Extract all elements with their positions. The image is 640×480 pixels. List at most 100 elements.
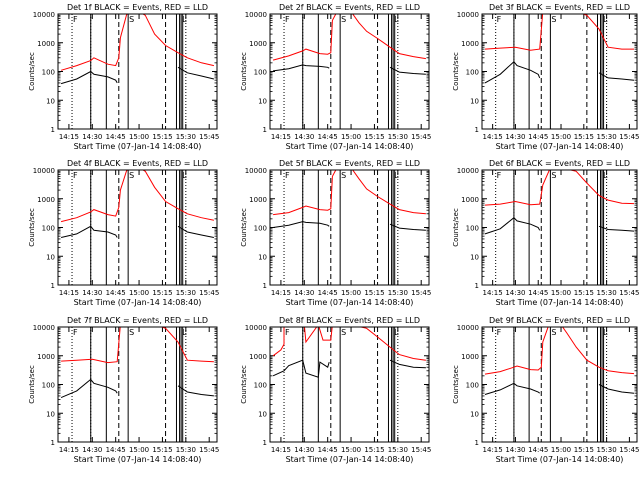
y-tick-label: 1 — [51, 126, 55, 134]
marker-label: S — [551, 15, 556, 24]
y-tick-label: 1000 — [37, 40, 55, 48]
y-tick-label: 1000 — [37, 196, 55, 204]
detector-panel: Det 5f BLACK = Events, RED = LLD Counts/s… — [240, 159, 431, 307]
x-tick-label: 14:30 — [294, 133, 314, 141]
y-tick-label: 1000 — [249, 40, 267, 48]
y-tick-label: 10 — [470, 97, 479, 105]
marker-label: L — [603, 171, 608, 180]
marker-label: F — [73, 15, 78, 24]
lld-series-line — [272, 327, 426, 361]
events-series-line — [484, 382, 635, 395]
x-tick-label: 14:30 — [82, 289, 102, 297]
y-axis-label: Counts/sec — [452, 365, 460, 404]
y-axis-label: Counts/sec — [452, 208, 460, 247]
lld-series-line — [484, 14, 634, 51]
marker-label: L — [182, 328, 187, 337]
x-tick-label: 15:45 — [199, 289, 219, 297]
x-tick-label: 15:15 — [364, 446, 384, 454]
y-tick-label: 10000 — [33, 167, 55, 175]
x-axis-label: Start Time (07-Jan-14 14:08:40) — [496, 298, 624, 307]
x-tick-label: 14:45 — [106, 446, 126, 454]
x-tick-label: 15:15 — [364, 289, 384, 297]
x-tick-label: 14:45 — [528, 289, 548, 297]
y-tick-label: 100 — [254, 225, 267, 233]
x-tick-label: 15:45 — [199, 133, 219, 141]
x-tick-label: 14:30 — [505, 133, 525, 141]
y-axis-label: Counts/sec — [240, 365, 248, 404]
marker-label: S — [551, 171, 556, 180]
x-tick-label: 15:00 — [341, 446, 361, 454]
x-tick-label: 15:30 — [597, 446, 617, 454]
x-tick-label: 15:30 — [388, 133, 408, 141]
marker-label: F — [73, 328, 78, 337]
x-axis-label: Start Time (07-Jan-14 14:08:40) — [286, 298, 414, 307]
x-tick-label: 14:45 — [528, 133, 548, 141]
y-tick-label: 10 — [46, 253, 55, 261]
marker-label: S — [129, 15, 134, 24]
plot-frame — [57, 326, 218, 443]
x-tick-label: 15:15 — [152, 133, 172, 141]
detector-panel: Det 1f BLACK = Events, RED = LLD Counts/s… — [28, 3, 219, 151]
detector-panel: Det 4f BLACK = Events, RED = LLD Counts/s… — [28, 159, 219, 307]
detector-panel: Det 2f BLACK = Events, RED = LLD Counts/s… — [240, 3, 431, 151]
x-tick-label: 15:00 — [551, 289, 571, 297]
x-tick-label: 15:15 — [152, 446, 172, 454]
y-tick-label: 10000 — [245, 167, 267, 175]
y-tick-label: 10000 — [33, 11, 55, 19]
x-tick-label: 14:30 — [82, 133, 102, 141]
detector-panel: Det 6f BLACK = Events, RED = LLD Counts/s… — [452, 159, 639, 307]
marker-label: L — [394, 15, 399, 24]
y-tick-label: 10 — [258, 253, 267, 261]
y-tick-label: 1000 — [37, 353, 55, 361]
x-tick-label: 14:45 — [318, 446, 338, 454]
x-tick-label: 15:30 — [597, 289, 617, 297]
y-tick-label: 100 — [42, 69, 55, 77]
marker-label: S — [551, 328, 556, 337]
x-axis-label: Start Time (07-Jan-14 14:08:40) — [74, 298, 202, 307]
y-tick-label: 10 — [470, 410, 479, 418]
lld-series-line — [272, 14, 426, 61]
x-tick-label: 15:00 — [129, 289, 149, 297]
lld-series-line — [484, 170, 635, 206]
x-tick-label: 15:30 — [176, 289, 196, 297]
x-tick-label: 15:30 — [176, 133, 196, 141]
y-tick-label: 1 — [475, 282, 479, 290]
events-series-line — [60, 225, 214, 238]
plot-frame — [269, 326, 430, 443]
panel-title: Det 9f BLACK = Events, RED = LLD — [489, 316, 630, 325]
events-series-line — [272, 359, 426, 378]
y-tick-label: 1000 — [461, 196, 479, 204]
x-tick-label: 14:45 — [318, 133, 338, 141]
x-tick-label: 15:15 — [574, 446, 594, 454]
x-tick-label: 14:15 — [271, 133, 291, 141]
panel-title: Det 8f BLACK = Events, RED = LLD — [279, 316, 420, 325]
lld-series-line — [60, 14, 215, 71]
plot-frame — [481, 13, 638, 130]
marker-label: S — [341, 171, 346, 180]
events-series-line — [60, 66, 215, 85]
x-tick-label: 15:15 — [574, 289, 594, 297]
y-tick-label: 1 — [475, 439, 479, 447]
y-tick-label: 10000 — [245, 11, 267, 19]
detector-panel: Det 9f BLACK = Events, RED = LLD Counts/s… — [452, 316, 639, 464]
panel-title: Det 1f BLACK = Events, RED = LLD — [67, 3, 208, 12]
x-tick-label: 15:45 — [199, 446, 219, 454]
events-series-line — [484, 217, 635, 235]
marker-label: L — [394, 171, 399, 180]
y-tick-label: 100 — [466, 225, 479, 233]
x-tick-label: 15:15 — [574, 133, 594, 141]
x-tick-label: 15:00 — [551, 446, 571, 454]
x-tick-label: 15:45 — [619, 446, 639, 454]
y-tick-label: 1 — [263, 126, 267, 134]
x-axis-label: Start Time (07-Jan-14 14:08:40) — [496, 455, 624, 464]
y-tick-label: 100 — [466, 382, 479, 390]
lld-series-line — [273, 170, 426, 216]
y-tick-label: 1000 — [461, 353, 479, 361]
y-tick-label: 100 — [254, 69, 267, 77]
y-tick-label: 10 — [46, 410, 55, 418]
y-tick-label: 1 — [475, 126, 479, 134]
panel-title: Det 7f BLACK = Events, RED = LLD — [67, 316, 208, 325]
x-tick-label: 15:30 — [597, 133, 617, 141]
panel-title: Det 3f BLACK = Events, RED = LLD — [489, 3, 630, 12]
